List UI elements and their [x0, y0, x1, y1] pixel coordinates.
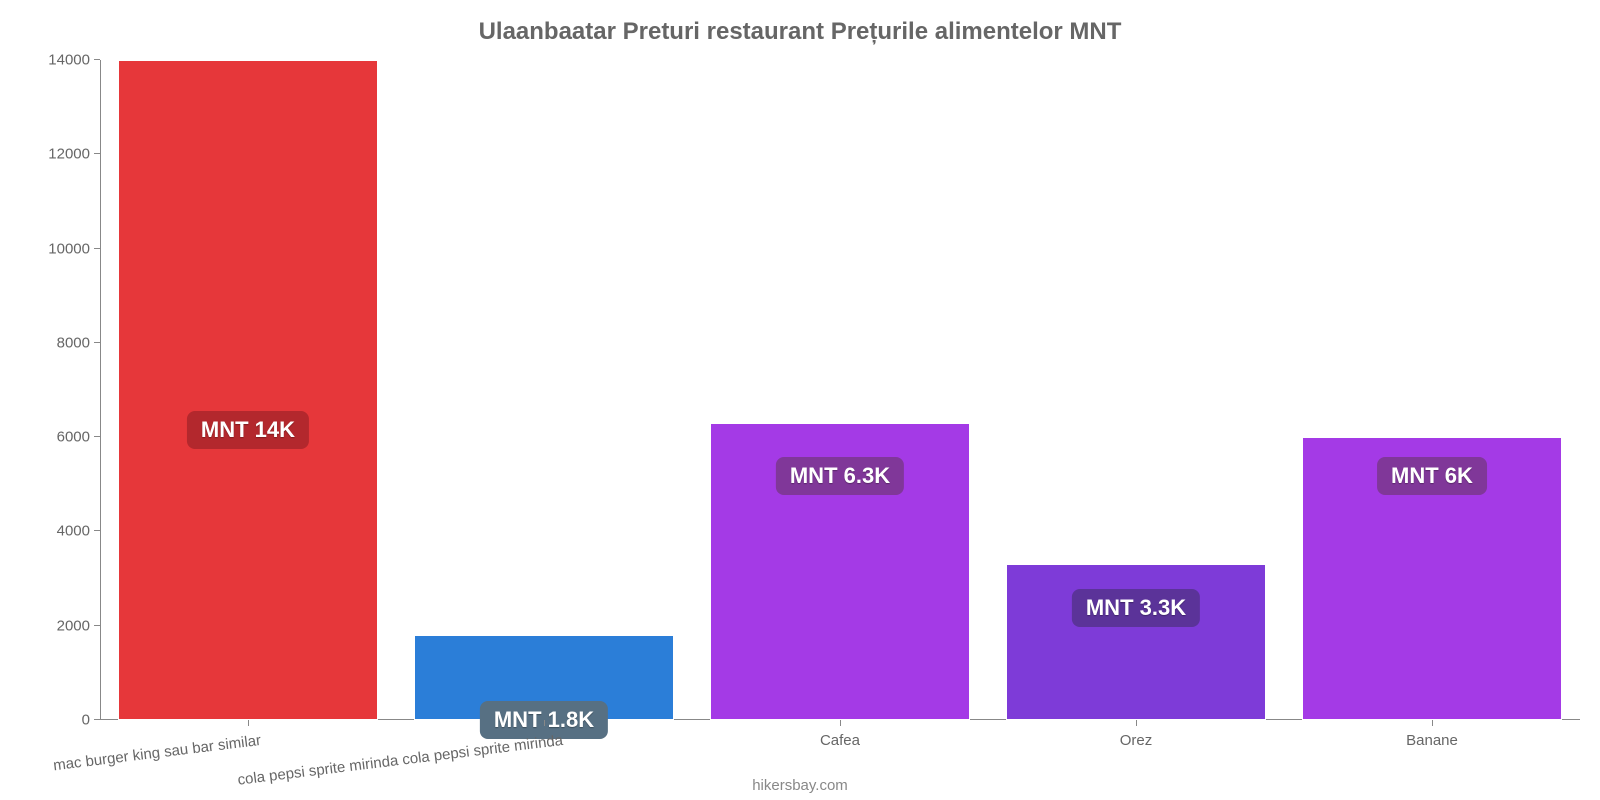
bar-value-label: MNT 6.3K: [776, 457, 904, 495]
bar-value-label: MNT 6K: [1377, 457, 1487, 495]
bar-slot: MNT 6KBanane: [1302, 60, 1562, 720]
x-tick-label: Cafea: [820, 720, 860, 749]
bar-value-label: MNT 3.3K: [1072, 589, 1200, 627]
bar-value-label: MNT 14K: [187, 411, 309, 449]
x-tick-label: Orez: [1120, 720, 1153, 749]
y-tick-label: 8000: [57, 334, 100, 351]
price-bar-chart: Ulaanbaatar Preturi restaurant Prețurile…: [0, 0, 1600, 800]
y-tick-mark: [94, 342, 100, 343]
y-tick-label: 0: [82, 712, 100, 729]
y-tick-label: 14000: [48, 52, 100, 69]
plot-area: 02000400060008000100001200014000MNT 14Km…: [100, 60, 1580, 720]
y-tick-label: 4000: [57, 523, 100, 540]
bar: [1006, 564, 1266, 720]
y-tick-label: 6000: [57, 429, 100, 446]
bar-slot: MNT 1.8Kcola pepsi sprite mirinda cola p…: [414, 60, 674, 720]
chart-title: Ulaanbaatar Preturi restaurant Prețurile…: [0, 18, 1600, 46]
y-tick-mark: [94, 436, 100, 437]
y-tick-label: 2000: [57, 617, 100, 634]
y-axis-line: [100, 60, 101, 720]
bar-slot: MNT 14Kmac burger king sau bar similar: [118, 60, 378, 720]
bar-slot: MNT 3.3KOrez: [1006, 60, 1266, 720]
x-tick-label: Banane: [1406, 720, 1458, 749]
y-tick-mark: [94, 248, 100, 249]
y-tick-mark: [94, 59, 100, 60]
bar-slot: MNT 6.3KCafea: [710, 60, 970, 720]
attribution-text: hikersbay.com: [0, 777, 1600, 794]
bar: [118, 60, 378, 720]
y-tick-label: 10000: [48, 240, 100, 257]
y-tick-mark: [94, 625, 100, 626]
y-tick-mark: [94, 153, 100, 154]
y-tick-mark: [94, 530, 100, 531]
y-tick-mark: [94, 719, 100, 720]
y-tick-label: 12000: [48, 146, 100, 163]
